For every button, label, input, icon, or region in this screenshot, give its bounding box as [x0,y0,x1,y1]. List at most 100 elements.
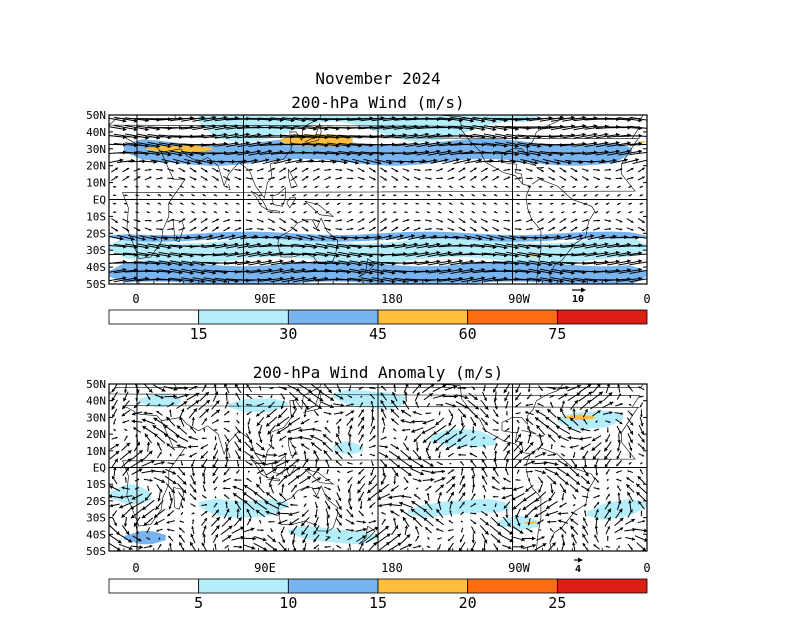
wind-vector-head [616,463,619,467]
wind-vector-head [527,522,531,526]
wind-vector-head [607,500,611,505]
wind-vector-head [548,497,553,502]
wind-vector-head [636,483,641,488]
wind-vector-head [640,414,643,417]
wind-vector-head [292,185,295,188]
wind-vector-head [596,480,599,483]
wind-vector-head [180,194,183,197]
wind-vector-head [570,518,574,522]
wind-vector-head [235,500,239,505]
wind-vector-head [618,393,621,396]
wind-vector-head [458,453,461,457]
wind-vector-head [388,234,393,239]
wind-vector-head [393,211,395,214]
wind-vector-head [357,489,362,494]
lat-label: 20S [86,495,106,508]
wind-vector-head [294,167,298,171]
wind-vector-head [184,386,188,391]
wind-vector [360,268,385,274]
coastline [161,384,352,467]
wind-vector-head [212,472,216,477]
wind-vector-head [461,501,465,505]
wind-vector-head [484,530,489,535]
wind-vector-head [516,185,519,188]
wind-vector-head [214,543,217,546]
wind-vector-head [373,177,376,181]
wind-vector-head [303,202,306,205]
wind-vector-head [314,186,317,188]
wind-vector [539,277,564,283]
wind-vector [450,277,474,283]
wind-vector-head [473,396,478,400]
wind-vector [405,243,430,249]
wind-vector-head [160,219,163,222]
wind-vector-head [590,234,595,239]
wind-vector-head [415,401,418,404]
wind-vector-head [181,463,183,466]
wind-vector-head [216,517,220,521]
wind-vector-head [362,535,366,539]
wind-vector [483,117,508,122]
wind-vector [584,133,609,139]
wind-vector [337,278,363,281]
wind-vector-head [605,545,608,548]
wind-vector-head [336,433,340,438]
wind-vector-head [561,541,566,546]
wind-vector [248,142,273,147]
wind-vector-head [471,211,474,213]
wind-vector-head [258,211,261,214]
wind-vector-head [236,211,239,214]
wind-vector-head [130,505,135,510]
wind-vector-head [166,520,170,524]
wind-vector-head [306,485,310,489]
wind-vector-head [448,520,451,523]
lat-label: 20N [86,160,106,173]
wind-vector-head [127,458,132,463]
wind-vector-head [294,228,298,232]
shaded-wind-speed-region [557,410,624,430]
longitude-labels: 0 90E 180 90W 0 [132,561,650,575]
wind-vector-head [561,185,564,188]
wind-vector [629,261,647,266]
wind-vector-head [438,211,440,214]
wind-vector-head [460,211,463,213]
wind-vector-head [338,514,342,519]
wind-vector-head [619,537,622,540]
wind-vector [618,150,643,156]
wind-vector-head [215,509,219,514]
wind-vector-head [650,268,654,272]
wind-vector-head [347,480,350,483]
wind-vector-head [373,454,375,457]
wind-vector-head [548,262,553,267]
wind-vector-head [124,202,126,205]
wind-vector-head [431,470,436,475]
wind-vector-head [401,410,405,414]
wind-vector-head [527,202,530,205]
wind-vector [562,277,587,283]
wind-vector-head [607,493,610,497]
wind-vector [506,133,531,139]
wind-vector-head [615,141,620,146]
wind-vector-head [522,497,527,502]
wind-vector-head [305,168,309,171]
wind-vector-head [572,211,575,214]
wind-vector [450,125,475,130]
wind-vector-head [317,168,320,171]
wind-vector-head [371,425,375,430]
wind-vector-head [348,389,351,392]
wind-vector-head [482,185,485,188]
wind-vector-head [182,227,186,230]
wind-vector-head [142,506,147,510]
wind-vector-head [294,220,298,223]
wind-vector-head [268,250,273,255]
wind-vector [483,151,508,155]
wind-vector-head [292,406,297,410]
wind-vector-head [494,194,496,197]
colorbar-bin [287,309,379,325]
wind-vector-head [303,548,307,551]
wind-vector [494,252,519,257]
wind-vector [270,117,295,122]
wind-vector [562,125,587,131]
wind-vector-head [484,413,489,418]
wind-vector-head [369,270,373,275]
